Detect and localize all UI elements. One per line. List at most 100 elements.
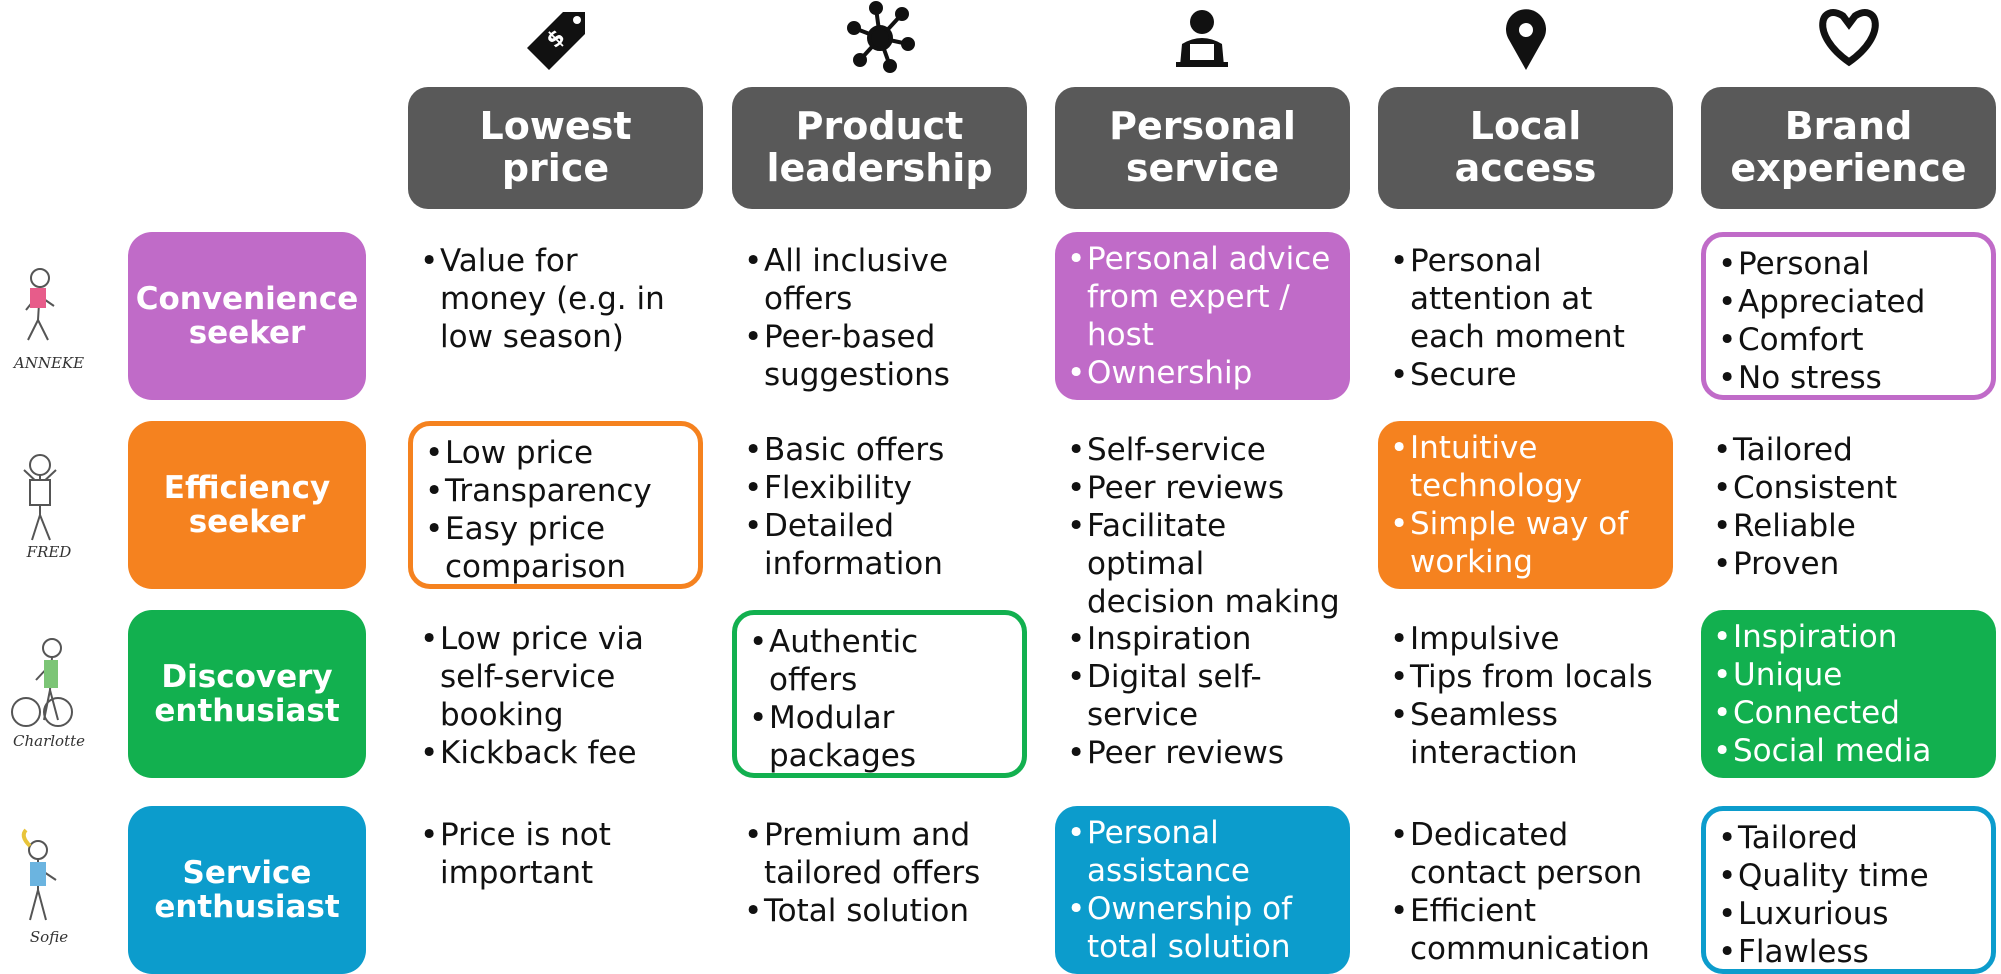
bullet-item: Personal	[1718, 245, 1981, 283]
column-header-text: Product leadership	[766, 104, 993, 190]
cell: Basic offersFlexibilityDetailed informat…	[732, 421, 1027, 589]
bullet-item: Peer reviews	[1067, 734, 1340, 772]
row-label: Efficiency seeker	[128, 421, 366, 589]
cell: TailoredQuality timeLuxuriousFlawless	[1701, 806, 1996, 974]
bullet-item: Digital self-service	[1067, 658, 1340, 734]
bullet-item: Transparency	[425, 472, 688, 510]
bullet-item: Peer-based suggestions	[744, 318, 1017, 394]
bullet-list: Premium and tailored offersTotal solutio…	[744, 816, 1017, 930]
bullet-item: Personal advice from expert / host	[1067, 240, 1340, 354]
bullet-item: Authentic offers	[749, 623, 1012, 699]
bullet-item: Reliable	[1713, 507, 1986, 545]
column-header: Product leadership	[732, 87, 1027, 209]
bullet-item: Low price via self-service booking	[420, 620, 693, 734]
bullet-item: Inspiration	[1713, 618, 1986, 656]
price-tag-icon: $	[527, 12, 585, 70]
bullet-list: ImpulsiveTips from localsSeamless intera…	[1390, 620, 1663, 772]
bullet-item: Easy price comparison	[425, 510, 688, 586]
bullet-item: Appreciated	[1718, 283, 1981, 321]
column-header-text: Local access	[1454, 104, 1597, 190]
bullet-item: Connected	[1713, 694, 1986, 732]
cell: Personal attention at each momentSecure	[1378, 232, 1673, 400]
cell: Low price via self-service bookingKickba…	[408, 610, 703, 778]
persona-name: FRED	[26, 543, 72, 561]
cell: ImpulsiveTips from localsSeamless intera…	[1378, 610, 1673, 778]
person-laptop-icon	[1176, 10, 1228, 67]
cell: Low priceTransparencyEasy price comparis…	[408, 421, 703, 589]
bullet-item: Value for money (e.g. in low season)	[420, 242, 693, 356]
bullet-list: Personal attention at each momentSecure	[1390, 242, 1663, 394]
bullet-item: Inspiration	[1067, 620, 1340, 658]
bullet-list: Personal advice from expert / hostOwners…	[1067, 240, 1340, 392]
row-label-text: Efficiency seeker	[163, 469, 331, 540]
bullet-list: Personal assistanceOwnership of total so…	[1067, 814, 1340, 966]
cell: Self-servicePeer reviewsFacilitate optim…	[1055, 421, 1350, 620]
row-label: Discovery enthusiast	[128, 610, 366, 778]
bullet-list: Self-servicePeer reviewsFacilitate optim…	[1067, 431, 1340, 621]
bullet-list: Low priceTransparencyEasy price comparis…	[425, 434, 688, 586]
cell: Dedicated contact personEfficient commun…	[1378, 806, 1673, 974]
network-icon	[847, 1, 915, 73]
column-header: Personal service	[1055, 87, 1350, 209]
bullet-item: Modular packages	[749, 699, 1012, 775]
bullet-item: Facilitate optimal decision making	[1067, 507, 1340, 621]
bullet-item: Quality time	[1718, 857, 1981, 895]
cell: PersonalAppreciatedComfortNo stress	[1701, 232, 1996, 400]
bullet-list: TailoredConsistentReliableProven	[1713, 431, 1986, 583]
bullet-item: Personal assistance	[1067, 814, 1340, 890]
bullet-item: Impulsive	[1390, 620, 1663, 658]
bullet-item: Comfort	[1718, 321, 1981, 359]
bullet-item: Kickback fee	[420, 734, 693, 772]
column-header: Brand experience	[1701, 87, 1996, 209]
row-label: Service enthusiast	[128, 806, 366, 974]
bullet-item: Total solution	[744, 892, 1017, 930]
bullet-item: Self-service	[1067, 431, 1340, 469]
cell: Authentic offersModular packages	[732, 610, 1027, 778]
bullet-item: Consistent	[1713, 469, 1986, 507]
bullet-item: Seamless interaction	[1390, 696, 1663, 772]
row-label-text: Service enthusiast	[154, 854, 340, 925]
bullet-item: Intuitive technology	[1390, 429, 1663, 505]
bullet-list: Price is not important	[420, 816, 693, 892]
bullet-item: Tips from locals	[1390, 658, 1663, 696]
bullet-item: Proven	[1713, 545, 1986, 583]
bullet-item: Price is not important	[420, 816, 693, 892]
bullet-item: Basic offers	[744, 431, 1017, 469]
cell: Personal advice from expert / hostOwners…	[1055, 232, 1350, 400]
bullet-item: Tailored	[1718, 819, 1981, 857]
bullet-item: All inclusive offers	[744, 242, 1017, 318]
cell: Price is not important	[408, 806, 703, 974]
bullet-list: TailoredQuality timeLuxuriousFlawless	[1718, 819, 1981, 971]
cell: InspirationDigital self-servicePeer revi…	[1055, 610, 1350, 778]
bullet-list: InspirationDigital self-servicePeer revi…	[1067, 620, 1340, 772]
cell: TailoredConsistentReliableProven	[1701, 421, 1996, 589]
bullet-item: Flexibility	[744, 469, 1017, 507]
bullet-list: Authentic offersModular packages	[749, 623, 1012, 775]
bullet-item: Ownership	[1067, 354, 1340, 392]
bullet-item: Personal attention at each moment	[1390, 242, 1663, 356]
bullet-item: Premium and tailored offers	[744, 816, 1017, 892]
column-header-text: Brand experience	[1730, 104, 1967, 190]
bullet-item: Tailored	[1713, 431, 1986, 469]
cell: Value for money (e.g. in low season)	[408, 232, 703, 400]
heart-icon	[1819, 9, 1879, 67]
row-label-text: Convenience seeker	[135, 280, 359, 351]
bullet-list: Dedicated contact personEfficient commun…	[1390, 816, 1663, 968]
bullet-item: Simple way of working	[1390, 505, 1663, 581]
bullet-item: No stress	[1718, 359, 1981, 397]
persona-name: Charlotte	[12, 732, 85, 750]
row-label-text: Discovery enthusiast	[154, 658, 340, 729]
column-header-text: Lowest price	[479, 104, 632, 190]
bullet-list: Intuitive technologySimple way of workin…	[1390, 429, 1663, 581]
cell: Personal assistanceOwnership of total so…	[1055, 806, 1350, 974]
location-pin-icon	[1506, 9, 1546, 71]
bullet-item: Social media	[1713, 732, 1986, 770]
cell: Intuitive technologySimple way of workin…	[1378, 421, 1673, 589]
cell: InspirationUniqueConnectedSocial media	[1701, 610, 1996, 778]
bullet-list: All inclusive offersPeer-based suggestio…	[744, 242, 1017, 394]
row-label: Convenience seeker	[128, 232, 366, 400]
bullet-item: Peer reviews	[1067, 469, 1340, 507]
cell: Premium and tailored offersTotal solutio…	[732, 806, 1027, 974]
